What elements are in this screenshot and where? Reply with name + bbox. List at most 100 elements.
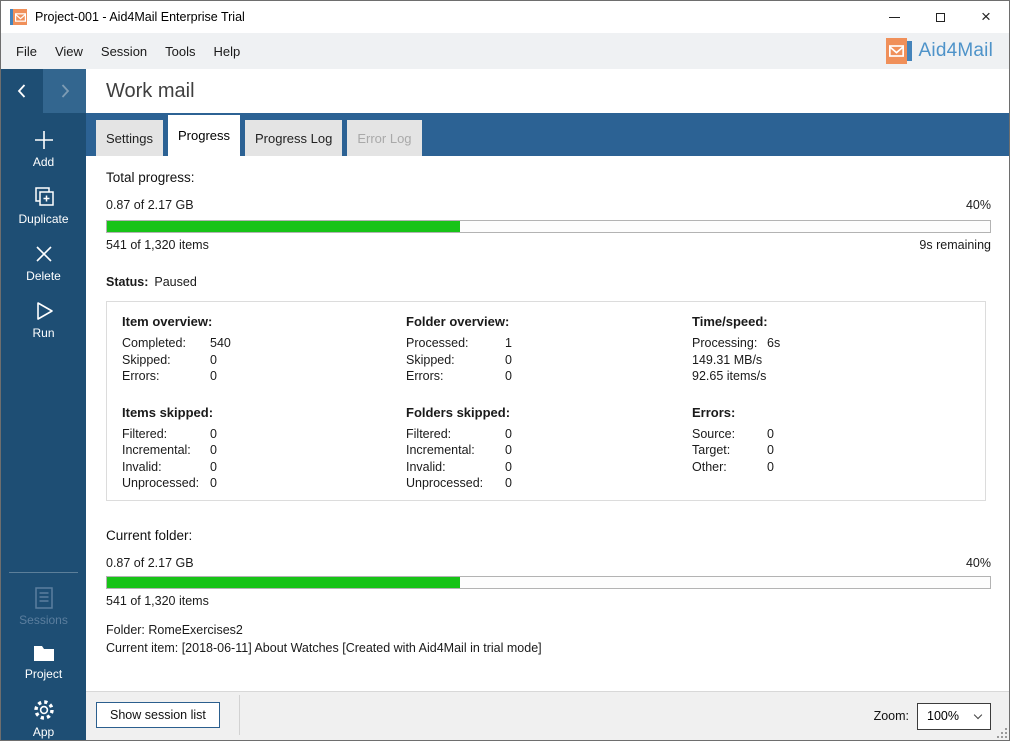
menubar: File View Session Tools Help Aid4Mail bbox=[1, 33, 1009, 69]
back-button[interactable] bbox=[1, 69, 43, 113]
x-icon bbox=[35, 246, 52, 262]
sidebar-item-project[interactable]: Project bbox=[1, 633, 86, 689]
plus-icon bbox=[34, 131, 53, 149]
total-progress-items-row: 541 of 1,320 items 9s remaining bbox=[106, 238, 991, 252]
bottom-bar: Show session list Zoom: 100% bbox=[86, 691, 1009, 740]
folder-overview-group: Folder overview: Processed: 1 Skipped: 0 E… bbox=[406, 314, 692, 385]
tab-progress[interactable]: Progress bbox=[167, 115, 241, 156]
tab-settings[interactable]: Settings bbox=[96, 120, 163, 156]
window-controls: × bbox=[871, 1, 1009, 33]
stat-row: Unprocessed: 0 bbox=[122, 476, 217, 490]
items-skipped-group: Items skipped: Filtered: 0 Incremental: 0 … bbox=[122, 405, 406, 492]
brand-logo: Aid4Mail bbox=[885, 33, 993, 69]
total-progress-remaining: 9s remaining bbox=[919, 238, 991, 252]
stat-row: Invalid: 0 bbox=[406, 459, 512, 474]
resize-grip[interactable] bbox=[996, 727, 1008, 739]
bottom-bar-divider bbox=[239, 695, 240, 735]
current-folder-bar bbox=[106, 576, 991, 589]
stat-row: Completed: 540 bbox=[122, 336, 231, 350]
stat-row: Other: 0 bbox=[692, 459, 774, 474]
menu-view[interactable]: View bbox=[54, 43, 83, 59]
duplicate-icon bbox=[34, 187, 54, 206]
sidebar-item-label: Run bbox=[32, 326, 55, 340]
progress-panel: Total progress: 0.87 of 2.17 GB 40% 541 … bbox=[86, 156, 1009, 691]
tab-error-log: Error Log bbox=[347, 120, 422, 156]
stat-row: Target: 0 bbox=[692, 443, 774, 457]
sidebar-item-delete[interactable]: Delete bbox=[1, 233, 86, 290]
close-button[interactable]: × bbox=[963, 1, 1009, 33]
stat-row: Unprocessed: 0 bbox=[406, 476, 512, 490]
stat-row: 149.31 MB/s bbox=[692, 352, 763, 367]
show-session-list-button[interactable]: Show session list bbox=[96, 702, 220, 728]
tab-progress-log[interactable]: Progress Log bbox=[245, 120, 343, 156]
folders-skipped-group: Folders skipped: Filtered: 0 Incremental:… bbox=[406, 405, 692, 492]
menu-help[interactable]: Help bbox=[213, 43, 241, 59]
stat-row: Incremental: 0 bbox=[406, 443, 512, 457]
stat-row: Source: 0 bbox=[692, 426, 774, 441]
chevron-right-icon bbox=[61, 84, 69, 98]
sidebar-item-duplicate[interactable]: Duplicate bbox=[1, 176, 86, 233]
total-progress-size: 0.87 of 2.17 GB bbox=[106, 198, 194, 212]
stat-heading: Folder overview: bbox=[406, 314, 510, 329]
header: Work mail bbox=[1, 69, 1009, 113]
brand-envelope-icon bbox=[885, 38, 912, 64]
close-icon: × bbox=[981, 6, 991, 26]
zoom-value: 100% bbox=[927, 709, 959, 723]
app-icon-blue-stripe bbox=[10, 9, 13, 25]
gear-icon bbox=[33, 700, 54, 720]
folder-icon bbox=[33, 646, 54, 661]
status-line: Status: Paused bbox=[106, 275, 197, 289]
stat-row: Errors: 0 bbox=[122, 369, 217, 383]
sidebar-item-run[interactable]: Run bbox=[1, 290, 86, 347]
current-folder-items: 541 of 1,320 items bbox=[106, 594, 209, 608]
current-folder-heading: Current folder: bbox=[106, 528, 193, 543]
tab-bar: Settings Progress Progress Log Error Log bbox=[86, 113, 1009, 156]
forward-button[interactable] bbox=[43, 69, 86, 113]
total-progress-size-row: 0.87 of 2.17 GB 40% bbox=[106, 198, 991, 212]
total-progress-bar bbox=[106, 220, 991, 233]
stat-row: Skipped: 0 bbox=[406, 352, 512, 367]
sidebar-item-label: Sessions bbox=[19, 613, 68, 627]
sidebar-item-label: Duplicate bbox=[18, 212, 69, 226]
status-value: Paused bbox=[154, 275, 197, 289]
sidebar-item-label: App bbox=[32, 725, 55, 739]
sidebar-item-sessions[interactable]: Sessions bbox=[1, 577, 86, 633]
sidebar-item-label: Project bbox=[24, 667, 63, 681]
menu-session[interactable]: Session bbox=[100, 43, 148, 59]
zoom-control: Zoom: 100% bbox=[874, 692, 991, 740]
current-folder-items-row: 541 of 1,320 items bbox=[106, 594, 991, 608]
sessions-list-icon bbox=[34, 587, 53, 609]
page-title: Work mail bbox=[106, 79, 195, 102]
zoom-dropdown[interactable]: 100% bbox=[917, 702, 991, 730]
statistics-panel: Item overview: Completed: 540 Skipped: 0 E… bbox=[106, 301, 986, 501]
minimize-icon bbox=[888, 16, 900, 18]
current-folder-size: 0.87 of 2.17 GB bbox=[106, 556, 194, 570]
sidebar-divider bbox=[9, 572, 78, 573]
sidebar-item-app[interactable]: App bbox=[1, 689, 86, 740]
total-progress-bar-fill bbox=[107, 221, 461, 232]
current-folder-bar-fill bbox=[107, 577, 461, 588]
sidebar-item-add[interactable]: Add bbox=[1, 119, 86, 176]
stat-row: Incremental: 0 bbox=[122, 443, 217, 457]
status-label: Status: bbox=[106, 275, 149, 289]
menu-file[interactable]: File bbox=[16, 43, 37, 59]
menu-tools[interactable]: Tools bbox=[165, 43, 196, 59]
stat-heading: Item overview: bbox=[122, 314, 213, 329]
play-icon bbox=[36, 302, 53, 320]
total-progress-items: 541 of 1,320 items bbox=[106, 238, 209, 252]
current-item-line: Current item: [2018-06-11] About Watches… bbox=[106, 641, 542, 655]
current-folder-size-row: 0.87 of 2.17 GB 40% bbox=[106, 556, 991, 570]
maximize-icon bbox=[935, 12, 945, 22]
total-progress-heading: Total progress: bbox=[106, 170, 195, 185]
zoom-label: Zoom: bbox=[873, 709, 909, 723]
sidebar: Add Duplicate Delete Run bbox=[1, 113, 86, 740]
brand-text: Aid4Mail bbox=[918, 40, 993, 61]
minimize-button[interactable] bbox=[871, 1, 917, 33]
errors-group: Errors: Source: 0 Target: 0 Other: 0 bbox=[692, 405, 985, 476]
maximize-button[interactable] bbox=[917, 1, 963, 33]
folder-name-line: Folder: RomeExercises2 bbox=[106, 623, 243, 637]
current-folder-percent: 40% bbox=[965, 556, 991, 570]
window-title: Project-001 - Aid4Mail Enterprise Trial bbox=[35, 10, 245, 24]
chevron-down-icon bbox=[973, 710, 983, 719]
